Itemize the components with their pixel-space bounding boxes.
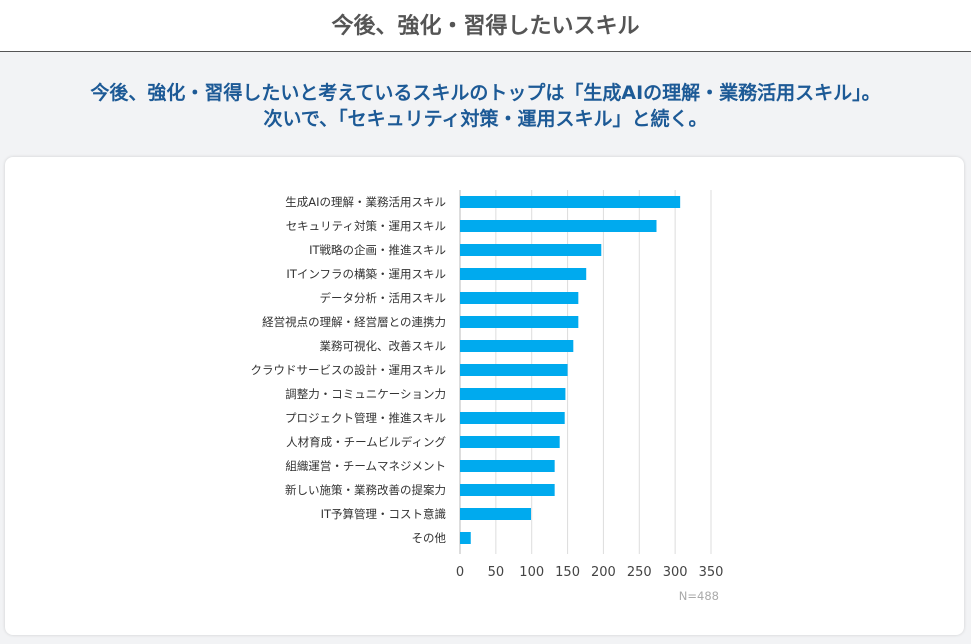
bar (460, 196, 681, 208)
bar (460, 292, 579, 304)
bar (460, 460, 555, 472)
summary-line-1: 今後、強化・習得したいと考えているスキルのトップは「生成AIの理解・業務活用スキ… (90, 82, 881, 104)
bar (460, 316, 579, 328)
category-label: セキュリティ対策・運用スキル (286, 219, 446, 233)
category-label: IT予算管理・コスト意識 (321, 507, 446, 521)
x-tick-label: 0 (456, 565, 464, 580)
bar (460, 412, 565, 424)
x-tick-label: 350 (699, 565, 724, 580)
sample-size-note: N=488 (679, 589, 719, 603)
category-label: IT戦略の企画・推進スキル (309, 243, 446, 257)
bar (460, 508, 531, 520)
bar (460, 388, 566, 400)
category-label: ITインフラの構築・運用スキル (286, 267, 446, 281)
bar (460, 268, 587, 280)
category-label: 調整力・コミュニケーション力 (285, 387, 446, 401)
category-label: その他 (412, 531, 447, 545)
bar (460, 436, 560, 448)
bar (460, 484, 555, 496)
x-tick-label: 100 (519, 565, 544, 580)
header-bar: 今後、強化・習得したいスキル (0, 0, 971, 52)
category-label: クラウドサービスの設計・運用スキル (251, 363, 447, 377)
bar (460, 220, 657, 232)
summary-line-2: 次いで、「セキュリティ対策・運用スキル」と続く。 (263, 108, 708, 130)
category-label: 経営視点の理解・経営層との連携力 (262, 315, 446, 329)
page-title: 今後、強化・習得したいスキル (331, 14, 640, 39)
category-label: データ分析・活用スキル (320, 291, 447, 305)
x-tick-label: 150 (555, 565, 580, 580)
x-tick-label: 200 (591, 565, 616, 580)
summary-text: 今後、強化・習得したいと考えているスキルのトップは「生成AIの理解・業務活用スキ… (0, 80, 971, 132)
x-tick-label: 250 (627, 565, 652, 580)
category-label: 組織運営・チームマネジメント (285, 459, 446, 473)
category-label: 生成AIの理解・業務活用スキル (285, 195, 446, 209)
category-label: プロジェクト管理・推進スキル (285, 411, 446, 425)
x-tick-label: 50 (488, 565, 505, 580)
bar (460, 244, 602, 256)
bar (460, 340, 574, 352)
category-label: 人材育成・チームビルディング (286, 435, 446, 449)
category-label: 新しい施策・業務改善の提案力 (285, 483, 446, 497)
bar (460, 532, 471, 544)
bar (460, 364, 568, 376)
x-tick-label: 300 (663, 565, 688, 580)
category-label: 業務可視化、改善スキル (320, 339, 447, 353)
